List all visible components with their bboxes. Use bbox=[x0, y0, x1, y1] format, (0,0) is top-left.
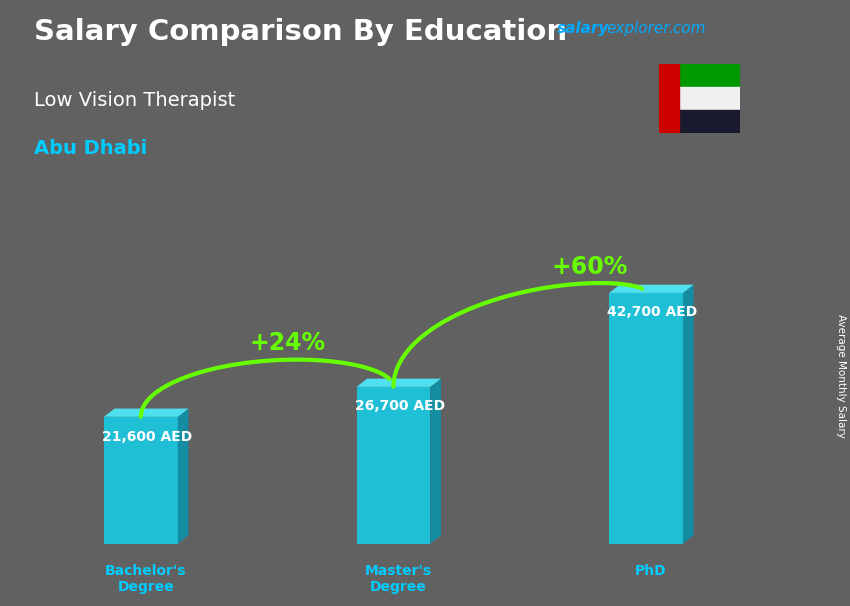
Polygon shape bbox=[356, 379, 441, 387]
Text: 26,700 AED: 26,700 AED bbox=[354, 399, 445, 413]
Polygon shape bbox=[430, 379, 441, 544]
Text: +60%: +60% bbox=[552, 255, 628, 279]
Polygon shape bbox=[104, 408, 189, 417]
Polygon shape bbox=[609, 293, 683, 544]
Polygon shape bbox=[683, 285, 694, 544]
Text: Master's
Degree: Master's Degree bbox=[365, 564, 432, 594]
Polygon shape bbox=[178, 408, 189, 544]
Polygon shape bbox=[104, 417, 178, 544]
Text: 42,700 AED: 42,700 AED bbox=[607, 305, 697, 319]
Text: +24%: +24% bbox=[249, 331, 326, 355]
Polygon shape bbox=[356, 387, 430, 544]
Text: Low Vision Therapist: Low Vision Therapist bbox=[34, 91, 235, 110]
Bar bbox=[677, 64, 740, 87]
Text: .com: .com bbox=[668, 21, 706, 36]
Text: Salary Comparison By Education: Salary Comparison By Education bbox=[34, 18, 567, 46]
Polygon shape bbox=[609, 285, 694, 293]
Text: salary: salary bbox=[557, 21, 609, 36]
Text: Average Monthly Salary: Average Monthly Salary bbox=[836, 314, 846, 438]
Bar bbox=[677, 87, 740, 110]
Bar bbox=[659, 64, 679, 133]
Text: explorer: explorer bbox=[606, 21, 670, 36]
Text: PhD: PhD bbox=[635, 564, 666, 578]
Text: Bachelor's
Degree: Bachelor's Degree bbox=[105, 564, 186, 594]
Text: Abu Dhabi: Abu Dhabi bbox=[34, 139, 147, 158]
Bar bbox=[677, 110, 740, 133]
Text: 21,600 AED: 21,600 AED bbox=[102, 430, 192, 444]
